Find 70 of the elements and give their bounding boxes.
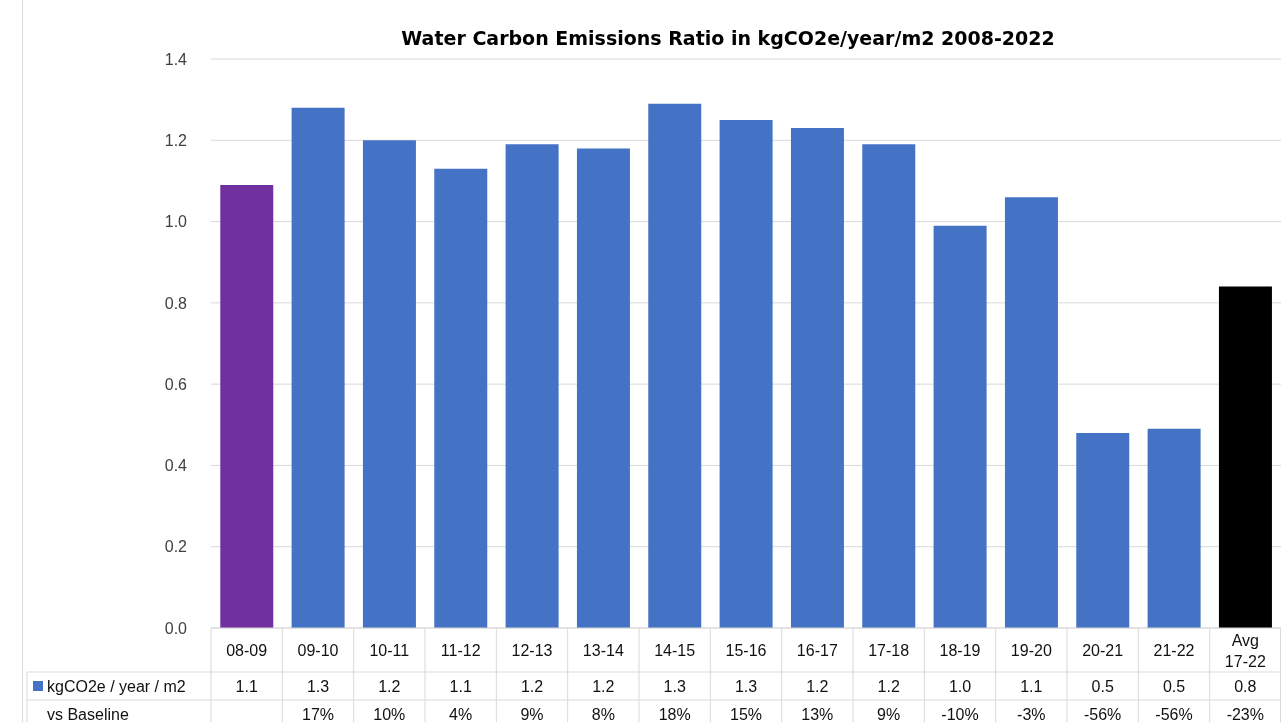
y-tick-label: 0.4 [164,457,188,475]
y-tick-label: 0.6 [164,375,188,393]
bar [1218,286,1272,628]
data-label: 1.2 [378,677,401,695]
y-tick-label: 1.4 [164,50,188,68]
x-tick-label: 18-19 [939,641,981,659]
text: -3% [1017,705,1046,722]
x-tick-label: 15-16 [725,641,767,659]
text: 8% [591,705,615,722]
x-tick-label: 08-09 [226,641,268,659]
y-tick-label: 0.2 [164,538,188,556]
text: 9% [877,705,901,722]
x-tick-label: Avg 17-22 [1224,631,1266,669]
text: -56% [1155,705,1193,722]
legend-label: kgCO2e / year / m2 [47,677,186,695]
text: 18% [658,705,691,722]
bar [505,144,559,628]
x-tick-label: 20-21 [1082,641,1124,659]
data-label: 1.0 [948,677,972,695]
text: 10% [373,705,406,722]
bar [862,144,916,628]
y-tick-label: 1.0 [164,213,188,231]
chart-title: Water Carbon Emissions Ratio in kgCO2e/year/m2 2008-2022 [401,27,1055,49]
data-label: 1.2 [520,677,544,695]
data-label: 1.1 [449,677,472,695]
text: 15% [729,705,763,722]
bar [291,107,345,628]
x-tick-label: 16-17 [796,641,838,659]
x-tick-label: 09-10 [297,641,339,659]
data-label: 1.2 [592,677,615,695]
text: 13% [801,705,834,722]
text: -23% [1226,705,1265,722]
data-label: 0.5 [1162,677,1186,695]
bar [933,225,987,628]
y-tick-label: 0.8 [164,294,188,312]
text: -10% [941,705,979,722]
x-tick-label: 13-14 [582,641,624,659]
text: vs Baseline [47,705,129,722]
data-label: 1.3 [663,677,686,695]
bar [220,184,274,628]
text: 4% [449,705,473,722]
y-tick-label: 0.0 [164,619,188,637]
data-label: 1.3 [734,677,758,695]
data-label: 1.2 [806,677,829,695]
data-label: 1.1 [1020,677,1043,695]
bar [1147,428,1201,628]
x-tick-label: 12-13 [511,641,553,659]
data-label: 0.5 [1091,677,1114,695]
x-tick-label: 11-12 [440,641,481,659]
text: 17% [301,705,335,722]
x-tick-label: 17-18 [868,641,910,659]
bar [648,103,702,628]
text: -56% [1083,705,1122,722]
bar [434,168,488,628]
y-tick-label: 1.2 [164,131,188,149]
bar [790,128,844,628]
x-tick-label: 14-15 [654,641,696,659]
bar [576,148,630,628]
bar [1076,432,1130,628]
data-label: 1.3 [306,677,330,695]
x-tick-label: 10-11 [369,641,410,659]
x-tick-label: 21-22 [1153,641,1195,659]
bar [1004,197,1058,628]
bar [362,140,416,628]
data-label: 1.1 [235,677,258,695]
data-label: 1.2 [877,677,900,695]
x-tick-label: 19-20 [1010,641,1052,659]
text: 9% [520,705,544,722]
bar [719,119,773,628]
data-label: 0.8 [1234,677,1257,695]
